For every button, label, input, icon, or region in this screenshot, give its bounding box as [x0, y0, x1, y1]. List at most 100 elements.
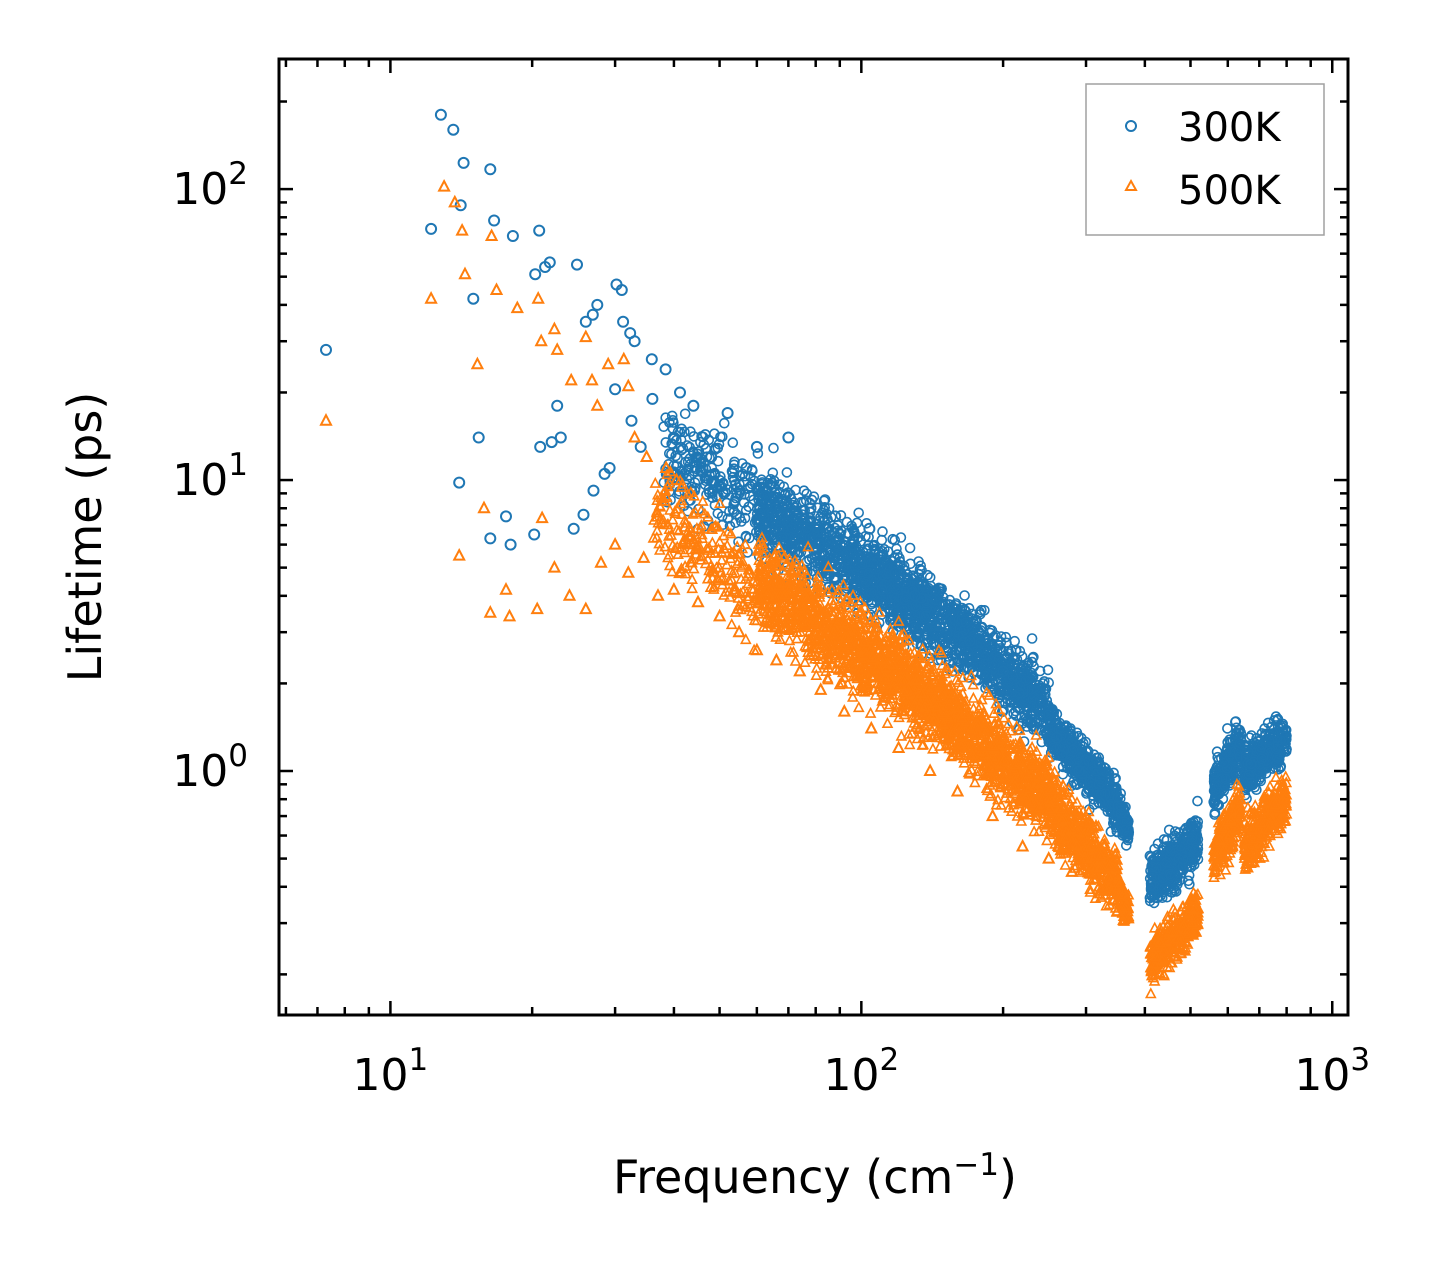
series-300k-dense-point	[939, 639, 951, 651]
series-300k-dense-point	[862, 543, 874, 555]
series-300k-dense-point	[666, 410, 678, 422]
series-300k-dense-point	[688, 465, 700, 477]
series-300k-dense-point	[716, 481, 728, 493]
series-300k-dense-point	[739, 489, 750, 500]
series-300k-dense-point	[736, 516, 747, 527]
series-300k-dense-point	[782, 514, 793, 525]
series-500k-dense-point	[728, 583, 741, 595]
series-300k-dense-point	[819, 494, 831, 505]
series-300k-dense-point	[877, 545, 888, 557]
series-300k-dense-point	[765, 503, 777, 514]
series-300k-dense-point	[679, 467, 690, 479]
series-300k-dense-point	[675, 444, 687, 456]
series-300k-dense-point	[841, 548, 852, 559]
series-300k-dense-point	[667, 414, 679, 426]
series-300k-dense-point	[777, 493, 789, 505]
series-300k-dense-point	[853, 507, 865, 519]
series-300k-dense-point	[767, 467, 779, 479]
series-500k-dense-point	[686, 582, 699, 594]
series-300k-dense-point	[729, 456, 740, 468]
series-300k-dense-point	[788, 532, 800, 544]
series-300k-dense-point	[776, 532, 788, 543]
series-300k-dense-point	[733, 536, 744, 548]
series-500k-dense-point	[696, 494, 709, 506]
series-300k-dense-point	[835, 510, 847, 521]
series-300k-dense-point	[670, 450, 682, 462]
series-300k-dense-point	[1192, 795, 1203, 807]
series-300k-dense-point	[824, 537, 835, 549]
series-500k-dense-point	[881, 716, 894, 729]
series-300k-dense-point	[718, 417, 730, 429]
series-300k-dense-point	[709, 499, 721, 511]
series-300k-dense-point	[814, 550, 826, 562]
series-300k-dense-point	[774, 479, 785, 490]
series-300k-dense-point	[887, 533, 899, 545]
series-300k-dense-point	[837, 573, 849, 585]
series-300k-dense-point	[818, 549, 830, 561]
dense-point-bands	[647, 408, 1293, 999]
series-300k-dense-point	[746, 464, 758, 475]
series-500k-dense-point	[725, 618, 738, 630]
series-300k-dense-point	[728, 498, 740, 510]
series-300k-dense-point	[801, 488, 813, 500]
series-300k-dense-point	[848, 526, 860, 537]
series-300k-dense-point	[781, 467, 793, 478]
series-300k-dense-point	[700, 443, 712, 454]
series-300k-dense-point	[904, 542, 916, 554]
series-500k-dense-point	[783, 634, 796, 646]
series-300k-dense-point	[660, 412, 672, 424]
series-300k-dense-point	[867, 540, 879, 552]
series-300k-dense-point	[757, 477, 768, 488]
series-300k-dense-point	[877, 526, 888, 537]
series-300k-dense-point	[813, 555, 825, 567]
series-500k-dense-point	[666, 513, 679, 525]
series-300k-dense-point	[876, 534, 888, 546]
series-300k-dense-point	[1163, 824, 1175, 836]
series-300k-dense-point	[818, 495, 830, 507]
series-500k-dense-point	[895, 729, 908, 741]
series-300k-dense-point	[695, 460, 707, 472]
series-300k-dense-point	[1222, 723, 1233, 734]
series-300k-dense-point	[727, 504, 739, 516]
series-500k-dense-point	[874, 700, 887, 712]
series-300k-dense-point	[709, 428, 720, 440]
series-300k-dense-point	[734, 470, 746, 482]
series-300k-dense-point	[739, 470, 751, 482]
series-300k-dense-point	[798, 485, 810, 497]
series-300k-dense-point	[764, 514, 775, 526]
series-300k-dense-point	[679, 426, 690, 438]
series-300k-dense-point	[891, 543, 902, 555]
series-300k-dense-point	[831, 539, 842, 551]
series-300k-dense-point	[695, 466, 707, 477]
series-300k-dense-point	[667, 439, 678, 450]
series-300k-dense-point	[730, 479, 741, 490]
series-300k-dense-point	[740, 504, 752, 516]
series-300k-dense-point	[834, 527, 845, 539]
series-300k-dense-point	[754, 502, 765, 514]
series-300k-dense-point	[786, 522, 798, 534]
series-300k-dense-point	[752, 448, 764, 459]
series-300k-dense-point	[823, 503, 835, 514]
series-300k-dense-point	[959, 590, 970, 601]
series-300k-dense-point	[728, 506, 740, 518]
series-300k-dense-point	[703, 487, 715, 498]
series-300k-dense-point	[691, 452, 703, 463]
series-300k-dense-point	[734, 487, 746, 499]
series-300k-dense-point	[834, 549, 846, 561]
series-500k-dense-point	[649, 476, 662, 488]
series-300k-dense-point	[745, 471, 756, 483]
series-300k-dense-point	[687, 446, 699, 457]
series-300k-dense-point	[924, 572, 936, 583]
series-500k-dense-point	[789, 654, 802, 666]
series-300k-dense-point	[700, 463, 712, 475]
series-300k-dense-point	[727, 471, 739, 483]
series-300k-dense-point	[1026, 633, 1038, 644]
series-300k-dense-point	[679, 408, 691, 420]
series-500k-dense-point	[852, 701, 865, 713]
series-500k-dense-point	[864, 706, 877, 718]
series-300k-dense-point	[721, 484, 733, 495]
series-300k-dense-point	[759, 490, 771, 502]
series-300k-dense-point	[799, 512, 810, 523]
series-300k-dense-point	[801, 522, 813, 534]
